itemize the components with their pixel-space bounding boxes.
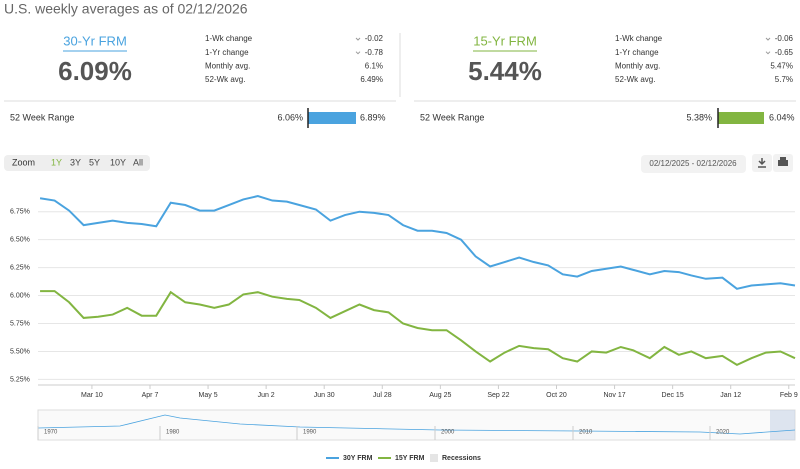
print-icon[interactable]	[773, 154, 793, 172]
range-low: 6.06%	[277, 112, 303, 122]
navigator-line	[37, 414, 796, 435]
stat-label: 1-Yr change	[615, 48, 659, 57]
chevron	[765, 51, 771, 55]
y-tick-label: 6.00%	[10, 292, 30, 299]
navigator-label: 1970	[44, 430, 58, 436]
x-tick-label: Mar 10	[81, 392, 103, 399]
x-tick-label: Jun 30	[314, 392, 335, 399]
stat-label: 1-Wk change	[615, 34, 663, 43]
navigator-label: 2020	[716, 430, 730, 436]
x-tick-label: Aug 25	[429, 392, 451, 399]
stat-label: Monthly avg.	[615, 62, 660, 71]
zoom-button[interactable]: All	[133, 157, 143, 167]
rate-value: 6.09%	[58, 56, 132, 86]
range-low: 5.38%	[686, 112, 712, 122]
x-tick-label: Sep 22	[487, 392, 509, 399]
range-bar	[718, 112, 764, 124]
x-tick-label: Apr 7	[142, 392, 159, 399]
series-line	[39, 195, 796, 290]
stat-label: 52-Wk avg.	[205, 75, 245, 84]
chevron	[765, 37, 771, 41]
x-tick-label: Jan 12	[720, 392, 741, 399]
zoom-button[interactable]: 3Y	[70, 157, 81, 167]
rate-name: 30-Yr FRM	[63, 33, 127, 48]
stat-label: Monthly avg.	[205, 62, 250, 71]
stat-value: 5.7%	[775, 75, 793, 84]
zoom-bar	[4, 155, 150, 171]
y-tick-label: 5.75%	[10, 320, 30, 327]
stat-value: 5.47%	[770, 62, 793, 71]
date-range[interactable]: 02/12/2025 - 02/12/2026	[649, 159, 737, 168]
stat-value: 6.49%	[360, 75, 383, 84]
page-title: U.S. weekly averages as of 02/12/2026	[4, 1, 248, 17]
navigator-selection[interactable]	[770, 410, 795, 440]
x-tick-label: Nov 17	[603, 392, 625, 399]
chevron	[355, 51, 361, 55]
x-tick-label: Dec 15	[662, 392, 684, 399]
plot-area	[38, 186, 795, 385]
y-tick-label: 6.75%	[10, 209, 30, 216]
zoom-label: Zoom	[12, 157, 35, 167]
x-tick-label: Oct 20	[546, 392, 567, 399]
chevron	[355, 37, 361, 41]
navigator-label: 1980	[166, 430, 180, 436]
stat-value: -0.02	[365, 34, 384, 43]
legend-label[interactable]: Recessions	[442, 455, 481, 462]
x-tick-label: Jul 28	[373, 392, 392, 399]
date-range-box	[641, 155, 746, 173]
navigator[interactable]	[37, 409, 796, 441]
rate-value: 5.44%	[468, 56, 542, 86]
navigator-label: 2010	[579, 430, 593, 436]
range-label: 52 Week Range	[10, 112, 74, 122]
x-tick-label: Jun 2	[258, 392, 275, 399]
navigator-label: 1990	[303, 430, 317, 436]
range-high: 6.89%	[360, 112, 386, 122]
range-label: 52 Week Range	[420, 112, 484, 122]
stat-value: -0.65	[775, 48, 794, 57]
stat-value: 6.1%	[365, 62, 383, 71]
x-tick-label: May 5	[199, 392, 218, 399]
zoom-button[interactable]: 5Y	[89, 157, 100, 167]
download-icon[interactable]	[752, 154, 772, 172]
stat-label: 52-Wk avg.	[615, 75, 655, 84]
range-bar	[308, 112, 356, 124]
stat-label: 1-Yr change	[205, 48, 249, 57]
navigator-label: 2000	[441, 430, 455, 436]
y-tick-label: 6.25%	[10, 264, 30, 271]
y-tick-label: 6.50%	[10, 237, 30, 244]
x-tick-label: Feb 9	[780, 392, 798, 399]
legend-label[interactable]: 15Y FRM	[395, 455, 425, 462]
y-tick-label: 5.50%	[10, 348, 30, 355]
stat-value: -0.78	[365, 48, 384, 57]
stat-value: -0.06	[775, 34, 794, 43]
stat-label: 1-Wk change	[205, 34, 253, 43]
rate-name: 15-Yr FRM	[473, 33, 537, 48]
zoom-button[interactable]: 10Y	[110, 157, 126, 167]
y-tick-label: 5.25%	[10, 376, 30, 383]
range-high: 6.04%	[769, 112, 795, 122]
series-line	[40, 290, 796, 367]
legend-label[interactable]: 30Y FRM	[343, 455, 373, 462]
legend-swatch[interactable]	[430, 454, 438, 462]
zoom-button[interactable]: 1Y	[51, 157, 62, 167]
